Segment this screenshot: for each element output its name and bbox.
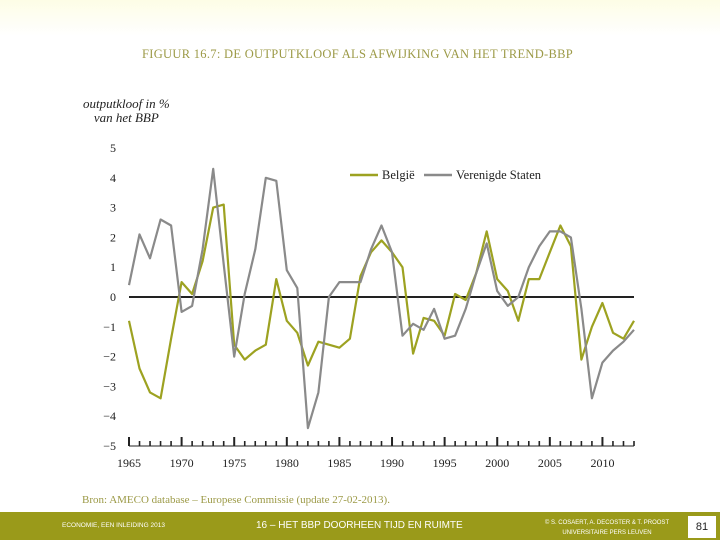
figure-title: FIGUUR 16.7: DE OUTPUTKLOOF ALS AFWIJKIN… (142, 47, 574, 61)
y-axis-title-line1: outputkloof in % (83, 96, 170, 111)
footer-copyright-line1: © S. COSAERT, A. DECOSTER & T. PROOST (544, 520, 670, 526)
footer-chapter: 16 – HET BBP DOORHEEN TIJD EN RUIMTE (256, 520, 463, 531)
y-tick-label: −3 (103, 379, 116, 393)
footer-copyright: © S. COSAERT, A. DECOSTER & T. PROOST UN… (532, 518, 682, 538)
x-tick-label: 1980 (275, 456, 299, 470)
y-tick-label: −4 (103, 409, 116, 423)
series-line-belgi (127, 203, 635, 400)
y-axis: 5 4 3 2 1 0 −1 −2 −3 −4 −5 (103, 141, 116, 453)
x-axis: 1965 1970 1975 1980 1985 1990 1995 2000 2005 2010 (117, 296, 635, 470)
y-tick-label: −2 (103, 350, 116, 364)
y-tick-label: 1 (110, 260, 116, 274)
series-layer (127, 167, 635, 430)
x-tick-label: 2000 (485, 456, 509, 470)
y-tick-label: 5 (110, 141, 116, 155)
x-tick-label: 2010 (590, 456, 614, 470)
legend-label: Verenigde Staten (456, 168, 542, 182)
header-band (0, 0, 720, 36)
footer-bar: ECONOMIE, EEN INLEIDING 2013 16 – HET BB… (0, 512, 720, 540)
x-tick-label: 1985 (327, 456, 351, 470)
series-line-verenigde-staten (127, 167, 635, 430)
y-tick-label: 0 (110, 290, 116, 304)
x-tick-label: 1970 (170, 456, 194, 470)
y-tick-label: −5 (103, 439, 116, 453)
y-tick-label: 2 (110, 230, 116, 244)
page-number: 81 (688, 516, 716, 538)
y-tick-label: 4 (110, 171, 116, 185)
legend: België Verenigde Staten (350, 168, 542, 182)
x-tick-label: 2005 (538, 456, 562, 470)
x-tick-label: 1975 (222, 456, 246, 470)
x-tick-label: 1990 (380, 456, 404, 470)
y-tick-label: −1 (103, 320, 116, 334)
footer-course: ECONOMIE, EEN INLEIDING 2013 (62, 522, 165, 529)
y-tick-label: 3 (110, 201, 116, 215)
legend-label: België (382, 168, 415, 182)
footer-copyright-line2: UNIVERSITAIRE PERS LEUVEN (562, 530, 652, 536)
y-axis-title: outputkloof in % van het BBP (83, 97, 170, 125)
y-axis-title-line2: van het BBP (93, 110, 159, 125)
x-tick-label: 1995 (433, 456, 457, 470)
source-note: Bron: AMECO database – Europese Commissi… (82, 494, 390, 506)
x-tick-label: 1965 (117, 456, 141, 470)
